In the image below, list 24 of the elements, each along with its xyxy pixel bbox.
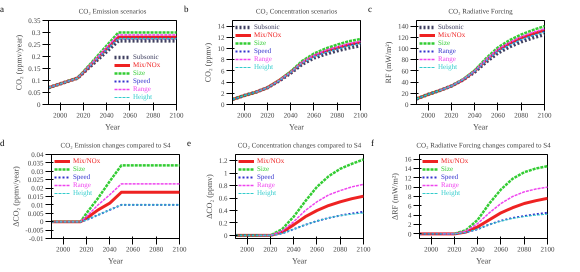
- line-series: [52, 164, 180, 223]
- text: f: [371, 137, 374, 150]
- x-axis-title: Year: [476, 256, 492, 266]
- y-axis-title: ΔRF (mW/m²): [390, 172, 400, 220]
- text: d: [0, 137, 4, 150]
- y-axis-title: CO₂ (ppmv): [204, 42, 212, 82]
- x-axis-title: Year: [289, 122, 304, 132]
- line-series: [255, 40, 360, 93]
- text: c: [368, 3, 372, 16]
- line-series: [236, 158, 364, 237]
- text: e: [187, 137, 191, 150]
- y-axis-title: CO₂ (ppmv/year): [14, 34, 24, 90]
- y-axis-title: ΔCO₂ (ppmv/year): [11, 166, 20, 227]
- text: b: [184, 3, 188, 16]
- x-axis-title: Year: [292, 256, 308, 266]
- line-series: [258, 184, 364, 236]
- text: a: [0, 3, 4, 16]
- line-series: [52, 183, 180, 222]
- x-axis-title: Year: [473, 122, 488, 132]
- line-series: [439, 28, 544, 92]
- x-axis-title: Year: [105, 122, 120, 132]
- x-axis-title: Year: [108, 256, 124, 266]
- y-axis-title: ΔCO₂ (ppmv): [204, 174, 214, 219]
- y-axis-title: RF (mW/m²): [384, 41, 393, 84]
